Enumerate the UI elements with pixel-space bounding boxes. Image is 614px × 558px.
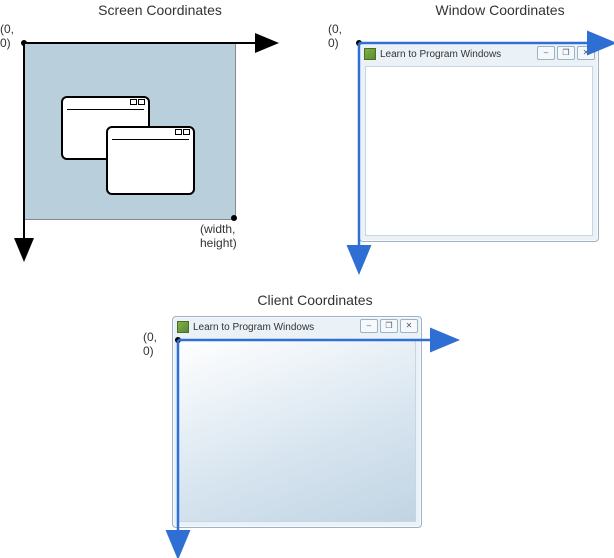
window-app-buttons: – ❐ ✕	[537, 46, 595, 60]
screen-size-dot	[231, 215, 237, 221]
maximize-icon: ❐	[380, 319, 398, 333]
window-title: Window Coordinates	[405, 2, 595, 18]
window-app-title-text: Learn to Program Windows	[380, 49, 501, 60]
maximize-icon: ❐	[557, 46, 575, 60]
client-app-window: Learn to Program Windows – ❐ ✕	[172, 316, 422, 528]
window-app-titlebar: Learn to Program Windows – ❐ ✕	[360, 44, 598, 64]
close-icon: ✕	[577, 46, 595, 60]
screen-origin-label: (0, 0)	[0, 22, 14, 50]
client-title: Client Coordinates	[225, 292, 405, 308]
window-app-client-area	[365, 66, 593, 236]
app-icon	[364, 48, 376, 60]
screen-desktop-rect	[24, 43, 236, 220]
client-app-title-text: Learn to Program Windows	[193, 322, 314, 333]
screen-title: Screen Coordinates	[70, 2, 250, 18]
mini-window-2	[106, 126, 195, 195]
window-app-window: Learn to Program Windows – ❐ ✕	[359, 43, 599, 242]
close-icon: ✕	[400, 319, 418, 333]
client-app-client-area	[178, 339, 416, 522]
minimize-icon: –	[360, 319, 378, 333]
app-icon	[177, 321, 189, 333]
minimize-icon: –	[537, 46, 555, 60]
screen-size-label: (width, height)	[200, 222, 237, 250]
client-origin-label: (0, 0)	[143, 330, 157, 358]
client-app-buttons: – ❐ ✕	[360, 319, 418, 333]
window-origin-label: (0, 0)	[328, 22, 342, 50]
mini-window-buttons	[175, 129, 190, 135]
client-origin-dot	[175, 337, 181, 343]
mini-window-buttons	[130, 99, 145, 105]
client-app-titlebar: Learn to Program Windows – ❐ ✕	[173, 317, 421, 337]
